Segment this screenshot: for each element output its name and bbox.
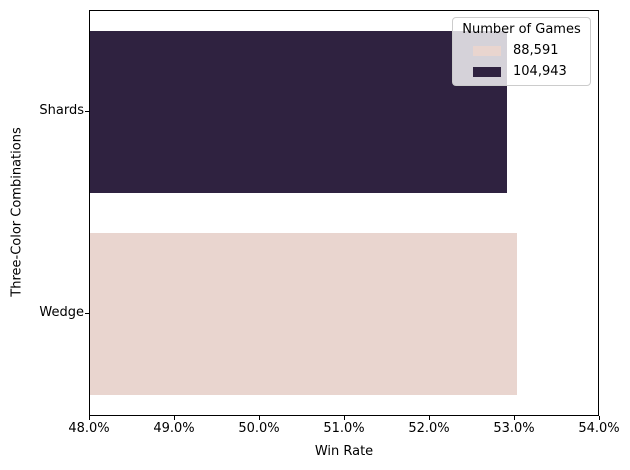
x-tick-mark — [599, 416, 600, 420]
legend-label-dark: 104,943 — [513, 64, 567, 79]
legend-entry-dark: 104,943 — [453, 64, 590, 79]
legend-entry-light: 88,591 — [453, 43, 590, 58]
y-tick-mark — [85, 313, 89, 314]
bar-shards — [90, 31, 508, 193]
x-tick-mark — [344, 416, 345, 420]
x-axis-label: Win Rate — [314, 444, 374, 459]
legend-label-light: 88,591 — [513, 43, 559, 58]
y-axis-label: Three-Color Combinations — [9, 127, 25, 297]
bar-wedge — [90, 233, 517, 395]
legend: Number of Games 88,591 104,943 — [452, 17, 591, 86]
x-tick-label: 49.0% — [153, 421, 195, 436]
x-tick-label: 53.0% — [493, 421, 535, 436]
x-tick-label: 50.0% — [238, 421, 280, 436]
x-tick-mark — [89, 416, 90, 420]
x-tick-mark — [514, 416, 515, 420]
x-tick-mark — [429, 416, 430, 420]
legend-title: Number of Games — [462, 22, 581, 37]
y-tick-label: Shards — [39, 102, 84, 118]
legend-swatch-light — [473, 45, 501, 56]
y-tick-mark — [85, 111, 89, 112]
x-tick-mark — [259, 416, 260, 420]
x-tick-label: 52.0% — [408, 421, 450, 436]
x-tick-label: 51.0% — [323, 421, 365, 436]
plot-area: Number of Games 88,591 104,943 — [89, 10, 599, 416]
x-tick-label: 54.0% — [578, 421, 620, 436]
x-tick-mark — [174, 416, 175, 420]
y-tick-label: Wedge — [39, 304, 84, 320]
x-tick-label: 48.0% — [68, 421, 110, 436]
legend-swatch-dark — [473, 66, 501, 77]
